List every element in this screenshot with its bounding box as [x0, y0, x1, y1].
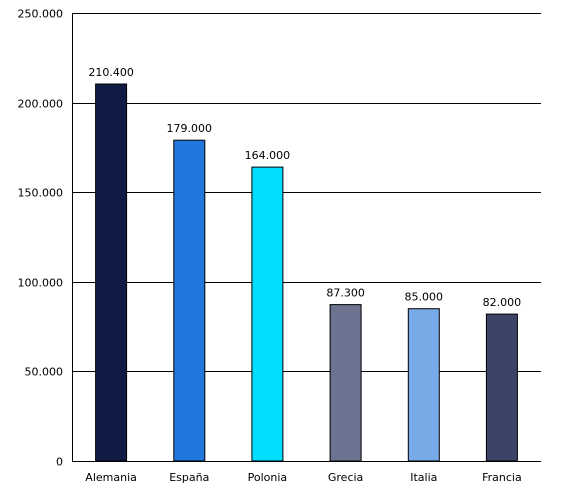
- x-category-label: Francia: [482, 471, 522, 484]
- x-category-label: Alemania: [85, 471, 137, 484]
- bar: [407, 308, 440, 462]
- bar: [173, 139, 206, 462]
- x-axis-category-labels: Alemania España Polonia Grecia Italia Francia: [85, 471, 521, 484]
- y-axis-tick-labels: 0 50.000 100.000 150.000 200.000 250.000: [18, 8, 64, 469]
- data-labels: 210.400 179.000 164.000 87.300 85.000 82.000: [88, 66, 521, 309]
- y-tick-label: 150.000: [18, 187, 64, 200]
- x-category-label: España: [169, 471, 209, 484]
- y-tick-label: 50.000: [25, 366, 64, 379]
- data-label: 87.300: [326, 287, 365, 300]
- y-tick-label: 250.000: [18, 8, 64, 21]
- y-tick-label: 200.000: [18, 98, 64, 111]
- y-tick-label: 100.000: [18, 277, 64, 290]
- y-tick-label: 0: [56, 456, 63, 469]
- x-category-label: Polonia: [248, 471, 288, 484]
- data-label: 210.400: [88, 66, 134, 79]
- bar: [485, 313, 518, 462]
- bars: [95, 83, 518, 462]
- x-category-label: Italia: [410, 471, 437, 484]
- x-category-label: Grecia: [328, 471, 363, 484]
- bar: [329, 304, 362, 462]
- data-label: 179.000: [167, 122, 213, 135]
- data-label: 82.000: [483, 296, 522, 309]
- bar: [251, 166, 284, 462]
- bar: [95, 83, 128, 462]
- data-label: 85.000: [405, 291, 444, 304]
- data-label: 164.000: [245, 149, 291, 162]
- gridlines: [72, 13, 541, 462]
